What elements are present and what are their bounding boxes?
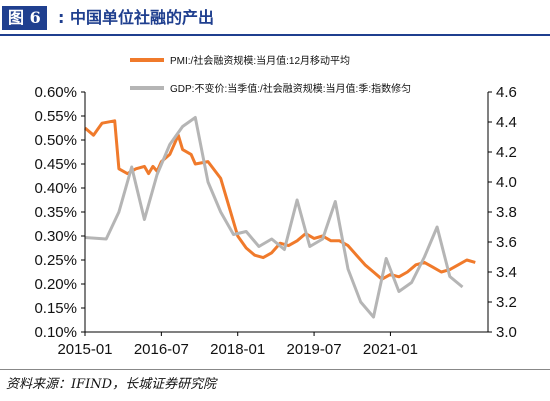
y-left-tick-label: 0.20% [34,276,77,293]
chart: PMI:/社会融资规模:当月值:12月移动平均 GDP:不变价:当季值:/社会融资… [34,54,516,358]
y-right-tick-label: 3.6 [496,234,517,251]
x-tick-label: 2018-01 [210,341,265,358]
y-left-tick-label: 0.40% [34,180,77,197]
y-left-tick-label: 0.45% [34,156,77,173]
figure-label: 图 6 [2,6,47,30]
y-right-tick-label: 4.0 [496,174,517,191]
footer-divider [0,369,550,370]
x-tick-label: 2021-01 [363,341,418,358]
y-left-tick-label: 0.50% [34,132,77,149]
header-divider [0,34,550,36]
y-right-tick-label: 4.2 [496,144,517,161]
y-right-tick-label: 3.2 [496,294,517,311]
series-line [84,119,476,281]
series-layer [84,116,476,319]
series-line [84,116,464,319]
y-left-tick-label: 0.15% [34,300,77,317]
y-left-tick-label: 0.30% [34,228,77,245]
y-left-tick-label: 0.55% [34,108,77,125]
y-right-tick-label: 3.8 [496,204,517,221]
y-left-tick-label: 0.25% [34,252,77,269]
figure-header: 图 6 : 中国单位社融的产出 [0,0,550,36]
x-tick-label: 2016-07 [134,341,189,358]
y-right-tick-label: 3.0 [496,324,517,341]
y-left-tick-label: 0.35% [34,204,77,221]
figure-label-colon: : [58,8,65,27]
legend-label: PMI:/社会融资规模:当月值:12月移动平均 [170,54,350,67]
y-right-tick-label: 3.4 [496,264,517,281]
y-right-tick-label: 4.4 [496,114,517,131]
source-note: 资料来源：IFIND，长城证券研究院 [6,377,217,392]
y-left-tick-label: 0.10% [34,324,77,341]
legend-label: GDP:不变价:当季值:/社会融资规模:当月值:季:指数修匀 [170,82,411,95]
x-tick-label: 2015-01 [57,341,112,358]
y-left-tick-label: 0.60% [34,84,77,101]
axes-layer: 0.10% 0.15% 0.20% 0.25% 0.30% 0.35% 0.40% 0.45%… [34,84,516,358]
figure-title: 中国单位社融的产出 [70,8,215,27]
legend: PMI:/社会融资规模:当月值:12月移动平均 GDP:不变价:当季值:/社会融资… [130,54,411,95]
y-right-tick-label: 4.6 [496,84,517,101]
x-tick-label: 2019-07 [287,341,342,358]
